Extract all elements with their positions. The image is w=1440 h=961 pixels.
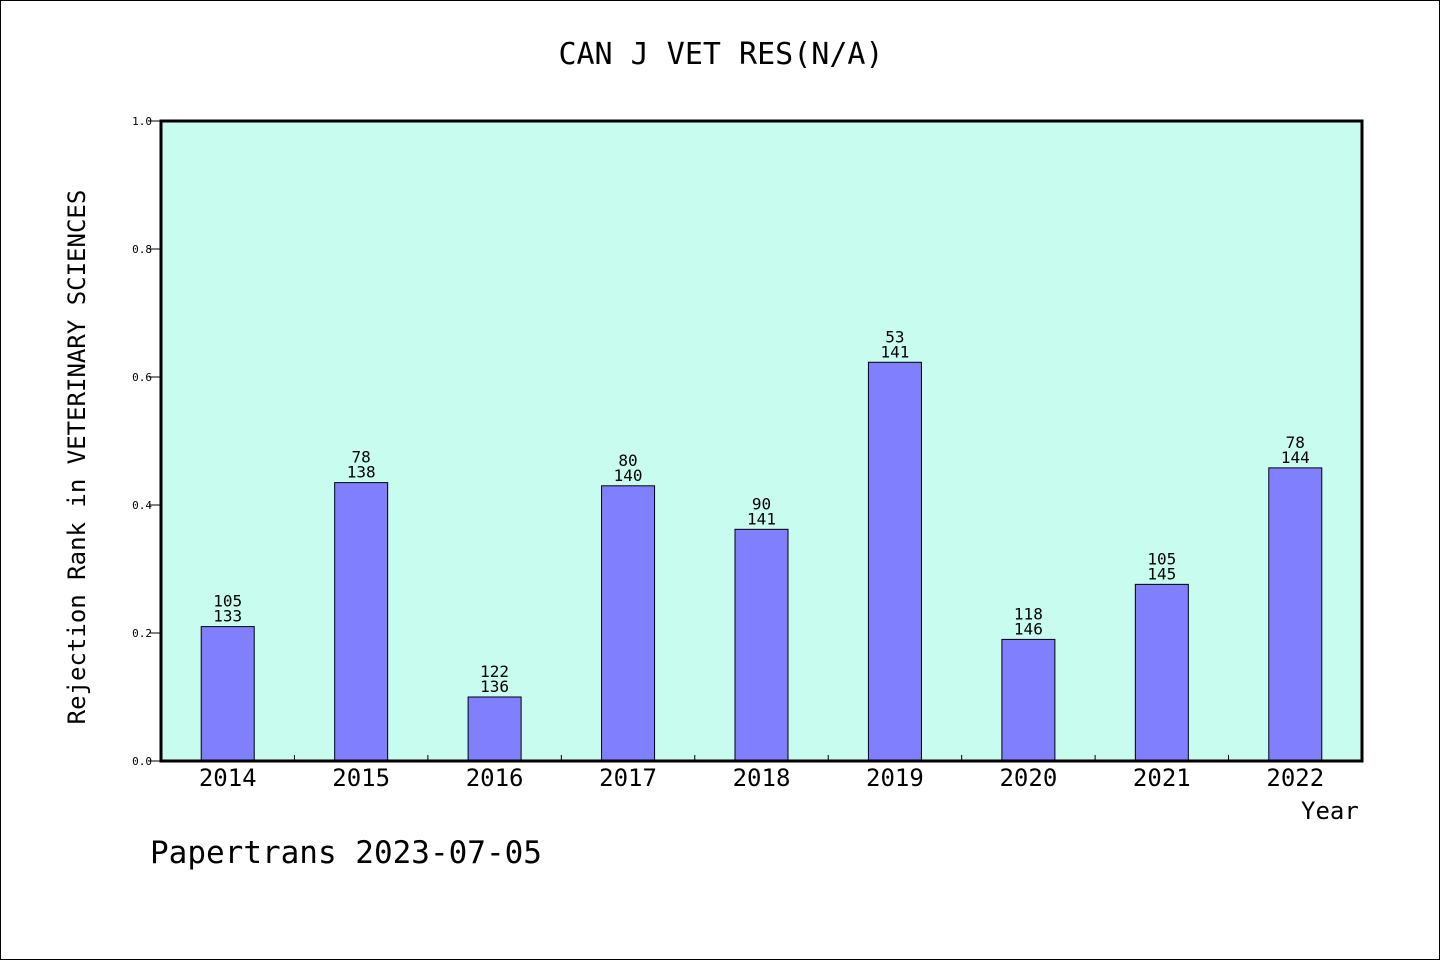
- y-tick-label: 0.6: [132, 371, 152, 384]
- total-label: 144: [1281, 448, 1310, 467]
- total-label: 145: [1147, 564, 1176, 583]
- bar: [334, 482, 389, 762]
- total-label: 140: [614, 466, 643, 485]
- x-tick-label: 2015: [332, 764, 390, 792]
- x-tick-label: 2021: [1133, 764, 1191, 792]
- x-tick-label: 2016: [466, 764, 524, 792]
- bar: [200, 626, 255, 762]
- credit-text: Papertrans 2023-07-05: [150, 835, 542, 871]
- rank-label: 78: [352, 448, 371, 467]
- bars-layer: [200, 361, 1323, 762]
- y-tick-label: 1.0: [132, 115, 152, 128]
- total-label: 138: [347, 463, 376, 482]
- rank-label: 118: [1014, 604, 1043, 623]
- rank-label: 122: [480, 662, 509, 681]
- rank-label: 105: [213, 592, 242, 611]
- ticks-layer: 0.0 0.2 0.4 0.6 0.8 1.0: [132, 115, 1230, 768]
- bar: [467, 696, 522, 762]
- chart-title: CAN J VET RES(N/A): [558, 37, 884, 72]
- x-tick-label: 2022: [1266, 764, 1324, 792]
- x-tick-label: 2014: [199, 764, 257, 792]
- total-label: 141: [747, 509, 776, 528]
- bar: [1268, 467, 1323, 762]
- x-tick-label: 2020: [999, 764, 1057, 792]
- total-label: 141: [880, 342, 909, 361]
- labels-layer: 2014105133201578138201612213620178014020…: [199, 327, 1324, 792]
- bar: [1001, 638, 1056, 762]
- x-tick-label: 2018: [733, 764, 791, 792]
- bar: [601, 485, 656, 762]
- y-tick-label: 0.8: [132, 243, 152, 256]
- rank-label: 53: [885, 327, 904, 346]
- y-tick-label: 0.2: [132, 627, 152, 640]
- rank-label: 78: [1286, 433, 1305, 452]
- rank-label: 90: [752, 494, 771, 513]
- rank-label: 105: [1147, 549, 1176, 568]
- y-tick-label: 0.4: [132, 499, 152, 512]
- x-axis-label: Year: [1301, 797, 1359, 825]
- total-label: 133: [213, 607, 242, 626]
- x-tick-label: 2019: [866, 764, 924, 792]
- y-tick-label: 0.0: [132, 755, 152, 768]
- bar: [867, 361, 922, 762]
- total-label: 146: [1014, 619, 1043, 638]
- bar: [1134, 583, 1189, 762]
- x-tick-label: 2017: [599, 764, 657, 792]
- plot-border: [159, 119, 1364, 763]
- rank-label: 80: [618, 451, 637, 470]
- total-label: 136: [480, 677, 509, 696]
- bar: [734, 528, 789, 762]
